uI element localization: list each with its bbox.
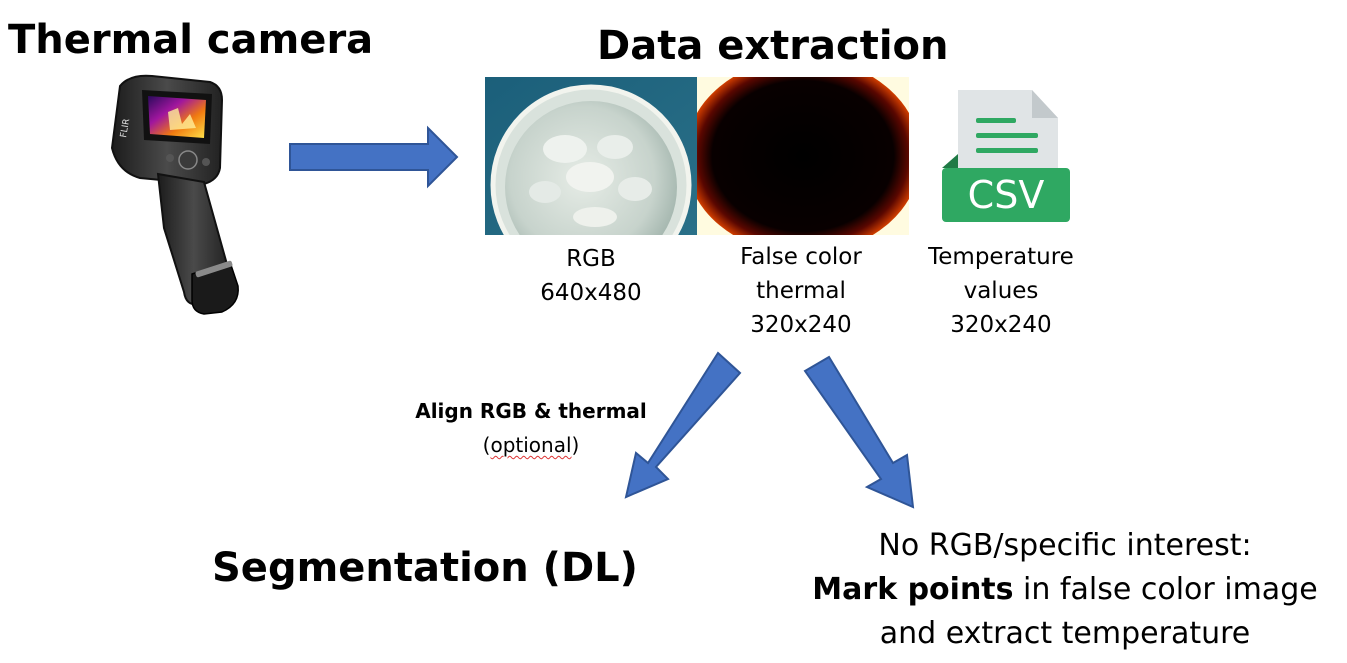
csv-icon-label: CSV <box>968 173 1045 217</box>
csv-caption-line: Temperature <box>928 244 1074 270</box>
right-arrow-icon <box>289 125 459 189</box>
csv-caption-line: values <box>963 278 1039 304</box>
mark-points-line3: and extract temperature <box>879 616 1251 651</box>
thermal-caption: False color thermal 320x240 <box>716 240 886 342</box>
thermal-caption-line: 320x240 <box>750 312 852 338</box>
data-extraction-title: Data extraction <box>597 23 949 69</box>
thermal-caption-line: thermal <box>756 278 846 304</box>
thermal-camera-icon: FLIR <box>110 74 239 315</box>
mark-points-note: No RGB/specific interest: Mark points in… <box>800 524 1330 656</box>
align-note: Align RGB & thermal (optional) <box>398 394 664 462</box>
rgb-caption: RGB 640x480 <box>511 242 671 310</box>
align-note-bold: Align RGB & thermal <box>415 399 647 423</box>
mark-points-bold: Mark points <box>812 572 1014 607</box>
mark-points-line1: No RGB/specific interest: <box>878 528 1252 563</box>
mark-points-line2: Mark points in false color image <box>812 572 1318 607</box>
csv-caption-line: 320x240 <box>950 312 1052 338</box>
false-color-thermal-image <box>697 77 909 235</box>
rgb-caption-line: 640x480 <box>540 280 642 306</box>
optional-word: optional <box>490 433 572 457</box>
csv-file-icon: CSV <box>942 90 1070 222</box>
thermal-camera-title: Thermal camera <box>8 17 374 63</box>
rgb-caption-line: RGB <box>566 246 616 272</box>
rgb-photo <box>485 77 697 235</box>
align-note-optional: (optional) <box>482 433 580 457</box>
csv-caption: Temperature values 320x240 <box>916 240 1086 342</box>
camera-brand-label: FLIR <box>119 118 132 139</box>
arrow-to-mark-points-icon <box>803 355 915 509</box>
thermal-caption-line: False color <box>740 244 862 270</box>
segmentation-title: Segmentation (DL) <box>212 545 638 591</box>
arrow-to-segmentation-icon <box>624 351 742 499</box>
